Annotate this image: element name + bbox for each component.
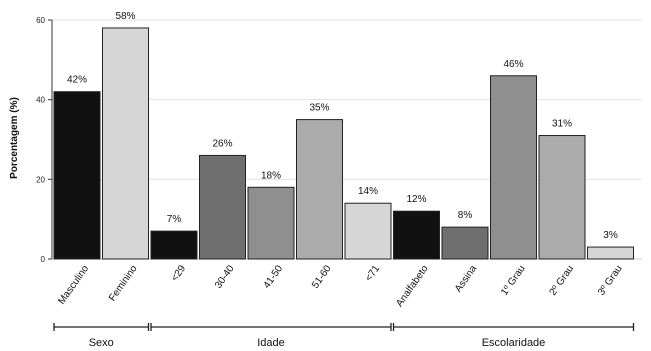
- value-label: 12%: [406, 194, 426, 205]
- y-tick-label: 40: [36, 96, 45, 105]
- bar: [393, 210, 440, 260]
- bar: [344, 202, 392, 260]
- category-label: 3º Grau: [596, 263, 625, 297]
- category-label: Masculino: [56, 263, 91, 307]
- value-label: 7%: [167, 214, 182, 225]
- value-labels: 42% 58% 7% 26% 18% 35% 14% 12% 8% 46% 31% 3%: [67, 11, 618, 241]
- value-label: 42%: [67, 75, 87, 86]
- value-label: 18%: [261, 170, 281, 181]
- category-label: 30-40: [213, 263, 237, 291]
- value-label: 35%: [309, 103, 329, 114]
- bar: [441, 226, 489, 260]
- group-label: Idade: [257, 337, 285, 349]
- bar: [102, 27, 149, 260]
- bar: [53, 91, 101, 260]
- category-labels: Masculino Feminino <29 30-40 41-50 51-60 <71 An…: [56, 263, 624, 309]
- value-label: 14%: [358, 186, 378, 197]
- group-label: Sexo: [89, 337, 114, 349]
- y-tick-label: 60: [36, 16, 45, 25]
- category-label: 2º Grau: [548, 263, 577, 297]
- bar: [199, 154, 246, 260]
- category-label: <71: [363, 263, 382, 284]
- category-label: 41-50: [262, 263, 286, 291]
- bar: [538, 135, 586, 260]
- value-label: 8%: [458, 210, 473, 221]
- group-brackets: Sexo Idade Escolaridade: [53, 323, 635, 349]
- value-label: 31%: [552, 119, 572, 130]
- group-label: Escolaridade: [482, 337, 546, 349]
- bar: [247, 186, 295, 260]
- category-label: Feminino: [107, 263, 140, 303]
- value-label: 46%: [503, 59, 523, 70]
- bar: [150, 230, 198, 260]
- category-label: 1º Grau: [499, 263, 528, 297]
- bars: [53, 27, 634, 260]
- bar: [587, 246, 634, 260]
- y-axis-title: Porcentagem (%): [9, 97, 20, 179]
- category-label: <29: [169, 263, 188, 284]
- bar: [490, 75, 537, 260]
- value-label: 26%: [212, 138, 232, 149]
- y-tick-label: 0: [41, 255, 46, 264]
- value-label: 58%: [115, 11, 135, 22]
- category-label: Analfabeto: [394, 263, 431, 309]
- value-label: 3%: [603, 230, 618, 241]
- y-tick-label: 20: [36, 175, 45, 184]
- category-label: 51-60: [310, 263, 334, 291]
- category-label: Assina: [453, 263, 479, 294]
- bar: [296, 119, 343, 260]
